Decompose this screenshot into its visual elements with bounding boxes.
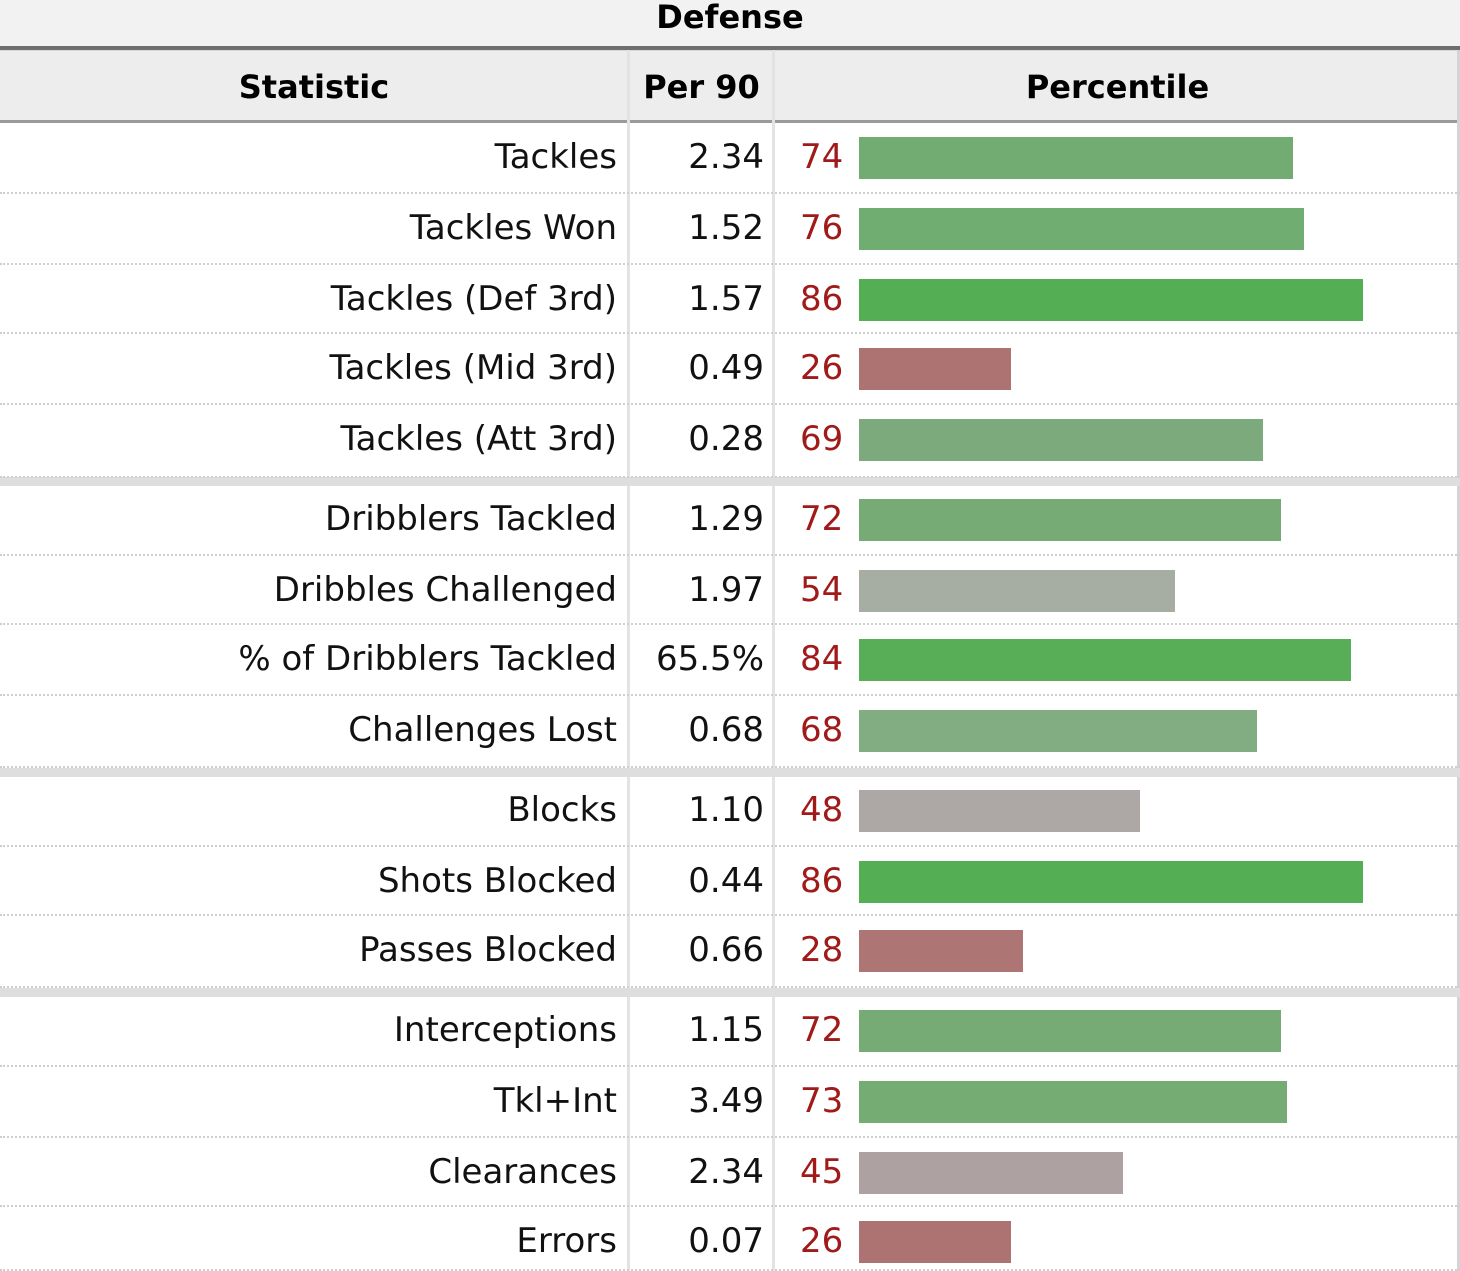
statistic-label: Tackles (Att 3rd) bbox=[340, 419, 618, 459]
percentile-value: 84 bbox=[800, 639, 844, 679]
percentile-bar bbox=[859, 930, 1023, 972]
table-row[interactable]: Tackles 2.34 74 bbox=[0, 123, 1460, 194]
column-divider bbox=[627, 50, 630, 1271]
percentile-bar bbox=[859, 570, 1175, 612]
percentile-bar bbox=[859, 790, 1140, 832]
per90-value: 3.49 bbox=[688, 1081, 764, 1121]
column-divider bbox=[772, 50, 775, 1271]
statistic-label: Tackles bbox=[494, 137, 617, 177]
percentile-value: 26 bbox=[800, 348, 844, 388]
percentile-value: 72 bbox=[800, 1010, 844, 1050]
statistic-label: Interceptions bbox=[393, 1010, 617, 1050]
table-row[interactable]: Tackles (Def 3rd) 1.57 86 bbox=[0, 265, 1460, 334]
percentile-bar bbox=[859, 639, 1351, 681]
per90-value: 2.34 bbox=[688, 1152, 764, 1192]
column-header-percentile[interactable]: Percentile bbox=[1025, 68, 1210, 106]
per90-value: 1.10 bbox=[688, 790, 764, 830]
per90-value: 0.28 bbox=[688, 419, 764, 459]
per90-value: 0.44 bbox=[688, 861, 764, 901]
per90-value: 1.52 bbox=[688, 208, 764, 248]
table-row[interactable]: Tackles (Att 3rd) 0.28 69 bbox=[0, 405, 1460, 478]
group-separator bbox=[0, 768, 1460, 777]
per90-value: 1.15 bbox=[688, 1010, 764, 1050]
table-row[interactable]: Challenges Lost 0.68 68 bbox=[0, 696, 1460, 768]
statistic-label: Shots Blocked bbox=[377, 861, 617, 901]
table-row[interactable]: Blocks 1.10 48 bbox=[0, 776, 1460, 847]
percentile-value: 26 bbox=[800, 1221, 844, 1261]
percentile-value: 86 bbox=[800, 861, 844, 901]
percentile-value: 72 bbox=[800, 499, 844, 539]
percentile-bar bbox=[859, 861, 1363, 903]
statistic-label: Dribblers Tackled bbox=[325, 499, 617, 539]
percentile-value: 45 bbox=[800, 1152, 844, 1192]
per90-value: 1.97 bbox=[688, 570, 764, 610]
statistic-label: Passes Blocked bbox=[359, 930, 617, 970]
percentile-bar bbox=[859, 348, 1011, 390]
percentile-bar bbox=[859, 710, 1257, 752]
percentile-value: 86 bbox=[800, 279, 844, 319]
percentile-bar bbox=[859, 1152, 1123, 1194]
table-row[interactable]: Clearances 2.34 45 bbox=[0, 1138, 1460, 1207]
section-title: Defense bbox=[0, 0, 1460, 50]
percentile-bar bbox=[859, 137, 1293, 179]
percentile-value: 76 bbox=[800, 208, 844, 248]
table-row[interactable]: Shots Blocked 0.44 86 bbox=[0, 847, 1460, 916]
group-separator bbox=[0, 477, 1460, 486]
per90-value: 0.68 bbox=[688, 710, 764, 750]
percentile-bar bbox=[859, 1010, 1281, 1052]
table-row[interactable]: Passes Blocked 0.66 28 bbox=[0, 916, 1460, 988]
statistic-label: Dribbles Challenged bbox=[273, 570, 617, 610]
statistic-label: Tkl+Int bbox=[493, 1081, 617, 1121]
table-border bbox=[1457, 50, 1460, 1271]
table-row[interactable]: Tackles Won 1.52 76 bbox=[0, 194, 1460, 265]
percentile-value: 74 bbox=[800, 137, 844, 177]
statistic-label: Tackles Won bbox=[409, 208, 617, 248]
statistic-label: Blocks bbox=[507, 790, 617, 830]
column-header-statistic[interactable]: Statistic bbox=[238, 68, 390, 106]
percentile-bar bbox=[859, 208, 1304, 250]
per90-value: 1.29 bbox=[688, 499, 764, 539]
statistic-label: Challenges Lost bbox=[348, 710, 617, 750]
per90-value: 2.34 bbox=[688, 137, 764, 177]
statistic-label: Errors bbox=[516, 1221, 617, 1261]
table-row[interactable]: Errors 0.07 26 bbox=[0, 1207, 1460, 1271]
statistic-label: Clearances bbox=[428, 1152, 617, 1192]
percentile-value: 48 bbox=[800, 790, 844, 830]
percentile-bar bbox=[859, 419, 1263, 461]
percentile-value: 68 bbox=[800, 710, 844, 750]
percentile-bar bbox=[859, 499, 1281, 541]
table-row[interactable]: Dribbles Challenged 1.97 54 bbox=[0, 556, 1460, 625]
statistic-label: % of Dribblers Tackled bbox=[238, 639, 617, 679]
statistic-label: Tackles (Mid 3rd) bbox=[329, 348, 617, 388]
per90-value: 0.07 bbox=[688, 1221, 764, 1261]
percentile-value: 54 bbox=[800, 570, 844, 610]
table-header: Statistic Per 90 Percentile bbox=[0, 50, 1460, 123]
table-row[interactable]: % of Dribblers Tackled 65.5% 84 bbox=[0, 625, 1460, 696]
per90-value: 0.66 bbox=[688, 930, 764, 970]
table-row[interactable]: Dribblers Tackled 1.29 72 bbox=[0, 485, 1460, 556]
percentile-value: 28 bbox=[800, 930, 844, 970]
table-row[interactable]: Tkl+Int 3.49 73 bbox=[0, 1067, 1460, 1138]
per90-value: 1.57 bbox=[688, 279, 764, 319]
group-separator bbox=[0, 988, 1460, 997]
statistic-label: Tackles (Def 3rd) bbox=[330, 279, 617, 319]
percentile-value: 69 bbox=[800, 419, 844, 459]
percentile-bar bbox=[859, 1221, 1011, 1263]
table-row[interactable]: Interceptions 1.15 72 bbox=[0, 996, 1460, 1067]
column-header-per90[interactable]: Per 90 bbox=[643, 68, 760, 106]
percentile-value: 73 bbox=[800, 1081, 844, 1121]
percentile-bar bbox=[859, 1081, 1287, 1123]
percentile-bar bbox=[859, 279, 1363, 321]
table-row[interactable]: Tackles (Mid 3rd) 0.49 26 bbox=[0, 334, 1460, 405]
per90-value: 0.49 bbox=[688, 348, 764, 388]
per90-value: 65.5% bbox=[655, 639, 764, 679]
